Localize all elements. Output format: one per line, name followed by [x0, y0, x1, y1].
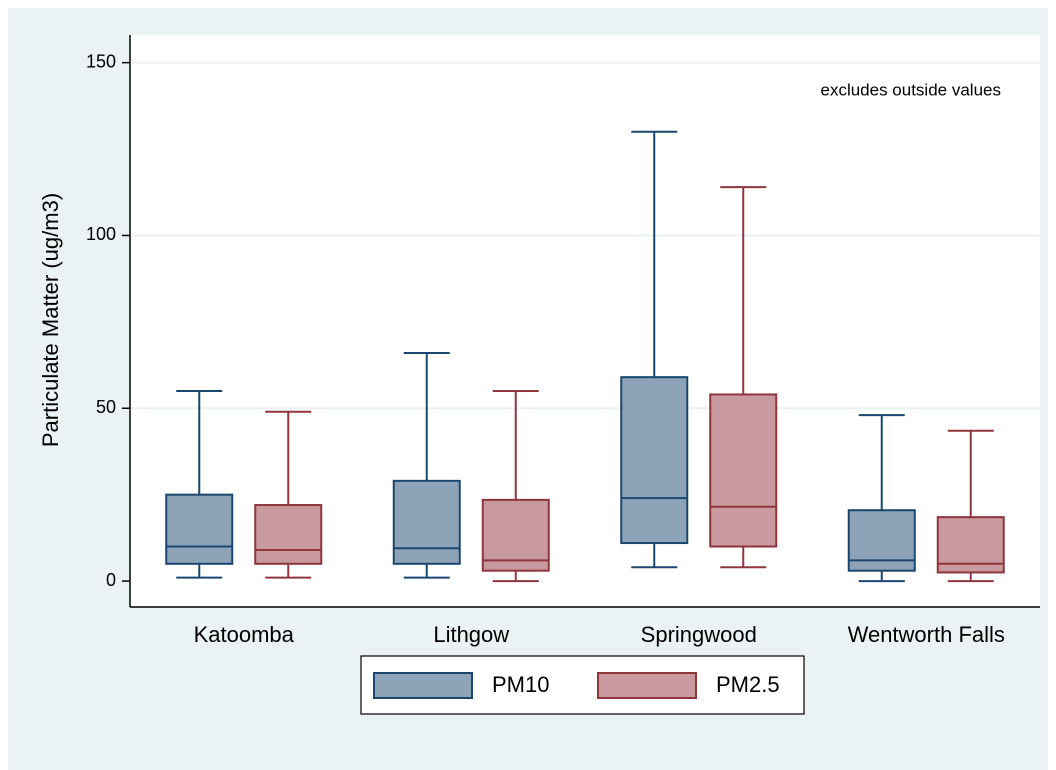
box [709, 393, 778, 548]
x-tick-label: Springwood [641, 622, 757, 647]
legend-label: PM10 [492, 672, 549, 697]
x-tick-label: Wentworth Falls [848, 622, 1005, 647]
box [392, 479, 461, 565]
legend-label: PM2.5 [716, 672, 780, 697]
legend-swatch [597, 672, 697, 699]
x-tick-label: Lithgow [433, 622, 509, 647]
box [254, 504, 323, 565]
x-tick-label: Katoomba [194, 622, 295, 647]
y-axis-title: Particulate Matter (ug/m3) [38, 193, 63, 447]
y-tick-label: 100 [86, 224, 116, 244]
y-tick-label: 150 [86, 51, 116, 71]
y-tick-label: 0 [106, 570, 116, 590]
box [481, 498, 550, 572]
annotation: excludes outside values [820, 80, 1001, 99]
y-tick-label: 50 [96, 397, 116, 417]
box [165, 493, 234, 565]
box [620, 376, 689, 545]
box [847, 509, 916, 572]
legend-swatch [373, 672, 473, 699]
